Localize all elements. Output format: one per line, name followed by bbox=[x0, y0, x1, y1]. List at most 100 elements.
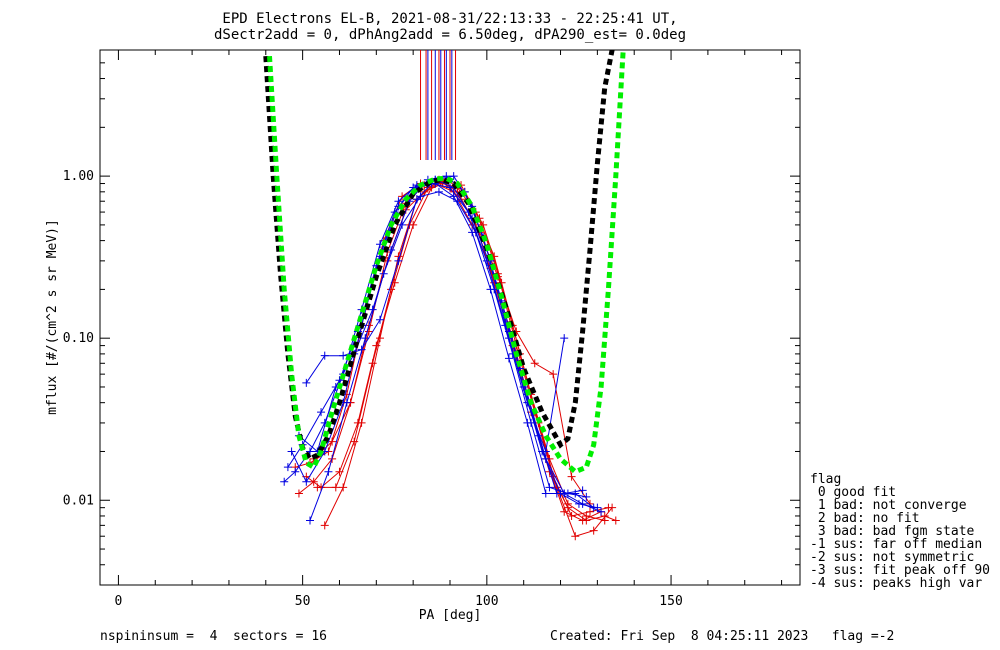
flag-legend-entry: 2 bad: no fit bbox=[810, 511, 920, 526]
x-axis-label: PA [deg] bbox=[419, 608, 482, 623]
red-point-marker bbox=[313, 483, 322, 492]
blue-point-marker bbox=[306, 447, 314, 456]
blue-point-marker bbox=[446, 183, 454, 192]
blue-point-marker bbox=[560, 334, 569, 343]
blue-point-marker bbox=[578, 486, 587, 495]
y-tick-label: 0.10 bbox=[63, 331, 94, 346]
footer-left: nspininsum = 4 sectors = 16 bbox=[100, 629, 327, 644]
blue-point-marker bbox=[376, 315, 384, 324]
blue-point-marker bbox=[287, 447, 296, 456]
flag-legend: flag 0 good fit 1 bad: not converge 2 ba… bbox=[810, 472, 990, 591]
blue-series-line bbox=[309, 191, 587, 521]
blue-point-marker bbox=[283, 463, 292, 472]
red-point-marker bbox=[567, 472, 576, 481]
blue-point-marker bbox=[541, 447, 550, 456]
red-point-marker bbox=[364, 327, 373, 336]
red-point-marker bbox=[586, 507, 594, 516]
blue-point-marker bbox=[527, 418, 536, 427]
x-tick-label: 0 bbox=[115, 594, 123, 609]
red-point-marker bbox=[331, 483, 340, 492]
flag-legend-entry: 3 bad: bad fgm state bbox=[810, 524, 975, 539]
flag-legend-entry: 0 good fit bbox=[810, 485, 896, 500]
blue-point-marker bbox=[574, 499, 583, 508]
chart-title-line-2: dSectr2add = 0, dPhAng2add = 6.50deg, dP… bbox=[214, 27, 686, 43]
black-fit-curve bbox=[263, 50, 615, 463]
axes: 0 50 100 150 0.01 0.10 1.00 bbox=[63, 49, 800, 609]
y-tick-label: 1.00 bbox=[63, 169, 94, 184]
y-axis-label: mflux [#/(cm^2 s sr MeV)] bbox=[45, 219, 60, 415]
blue-point-marker bbox=[434, 187, 443, 196]
blue-point-marker bbox=[320, 351, 329, 360]
red-point-marker bbox=[339, 483, 348, 492]
black-series bbox=[263, 50, 615, 463]
red-point-marker bbox=[589, 526, 598, 535]
red-point-marker bbox=[571, 532, 580, 541]
blue-point-marker bbox=[541, 489, 550, 498]
blue-point-marker bbox=[449, 172, 458, 181]
red-series bbox=[313, 175, 617, 541]
flag-legend-entry: -1 sus: far off median bbox=[810, 537, 982, 552]
blue-point-marker bbox=[291, 467, 300, 476]
blue-point-marker bbox=[302, 378, 311, 387]
red-point-marker bbox=[608, 503, 617, 512]
red-point-marker bbox=[497, 278, 506, 287]
y-tick-label: 0.01 bbox=[63, 493, 94, 508]
flag-legend-entry: -2 sus: not symmetric bbox=[810, 550, 974, 565]
blue-point-marker bbox=[302, 477, 311, 486]
blue-point-marker bbox=[571, 489, 580, 498]
red-point-marker bbox=[398, 192, 407, 201]
red-point-marker bbox=[350, 437, 359, 446]
flag-legend-entry: 1 bad: not converge bbox=[810, 498, 967, 513]
blue-point-marker bbox=[504, 354, 513, 363]
blue-point-marker bbox=[504, 334, 513, 343]
blue-point-marker bbox=[357, 345, 366, 354]
chart-title-line-1: EPD Electrons EL-B, 2021-08-31/22:13:33 … bbox=[222, 11, 677, 27]
red-point-marker bbox=[530, 359, 539, 368]
red-point-marker bbox=[600, 511, 609, 520]
blue-point-marker bbox=[552, 489, 561, 498]
red-series-line bbox=[324, 182, 602, 526]
blue-point-marker bbox=[368, 305, 377, 314]
red-point-marker bbox=[549, 370, 558, 379]
blue-point-marker bbox=[597, 507, 606, 516]
flag-legend-title: flag bbox=[810, 472, 841, 487]
blue-point-marker bbox=[280, 477, 289, 486]
red-point-marker bbox=[611, 516, 620, 525]
green-series bbox=[267, 50, 626, 475]
blue-point-marker bbox=[342, 398, 351, 407]
red-point-marker bbox=[309, 477, 318, 486]
flag-legend-entry: -4 sus: peaks high var bbox=[810, 576, 982, 591]
x-tick-label: 150 bbox=[659, 594, 682, 609]
blue-point-marker bbox=[398, 220, 407, 229]
green-fit-curve bbox=[267, 50, 626, 475]
footer-right: Created: Fri Sep 8 04:25:11 2023 flag =-… bbox=[550, 629, 894, 644]
red-point-marker bbox=[563, 503, 572, 512]
series-layer bbox=[263, 50, 626, 541]
blue-point-marker bbox=[453, 197, 462, 206]
red-point-marker bbox=[582, 516, 591, 525]
blue-point-marker bbox=[324, 467, 333, 476]
red-point-marker bbox=[357, 418, 366, 427]
blue-point-marker bbox=[545, 483, 554, 492]
blue-point-marker bbox=[412, 195, 421, 204]
blue-series bbox=[280, 175, 606, 516]
blue-point-marker bbox=[339, 351, 348, 360]
red-point-marker bbox=[376, 334, 384, 343]
flag-legend-entry: -3 sus: fit peak off 90 bbox=[810, 563, 990, 578]
blue-point-marker bbox=[589, 503, 598, 512]
blue-point-marker bbox=[317, 408, 326, 417]
red-point-marker bbox=[294, 489, 303, 498]
red-point-marker bbox=[328, 437, 337, 446]
x-tick-label: 100 bbox=[475, 594, 498, 609]
vertical-marker-lines bbox=[420, 50, 457, 160]
red-point-marker bbox=[479, 220, 488, 229]
red-point-marker bbox=[368, 359, 377, 368]
red-point-marker bbox=[320, 521, 329, 530]
blue-series bbox=[294, 172, 598, 512]
red-series-line bbox=[298, 182, 605, 521]
red-point-marker bbox=[560, 507, 569, 516]
blue-point-marker bbox=[582, 492, 591, 501]
blue-point-marker bbox=[394, 256, 403, 265]
blue-point-marker bbox=[306, 516, 314, 525]
